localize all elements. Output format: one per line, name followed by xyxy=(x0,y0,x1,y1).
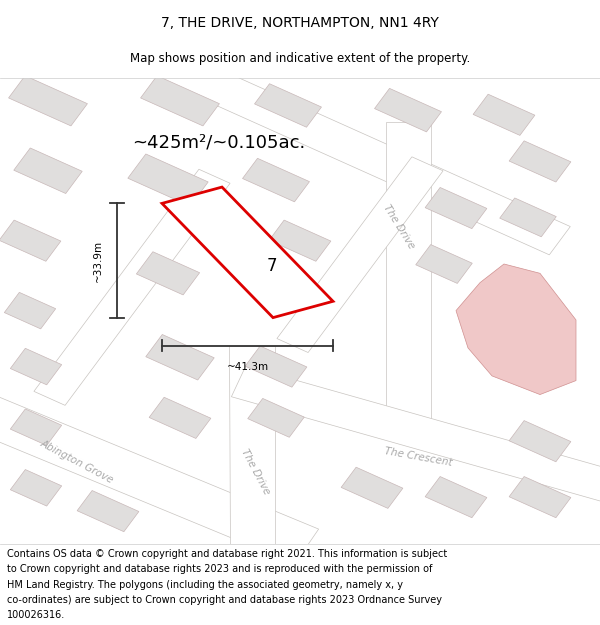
Text: The Drive: The Drive xyxy=(239,447,271,496)
Text: HM Land Registry. The polygons (including the associated geometry, namely x, y: HM Land Registry. The polygons (includin… xyxy=(7,579,403,589)
Polygon shape xyxy=(10,409,62,446)
Polygon shape xyxy=(425,188,487,229)
Polygon shape xyxy=(146,334,214,380)
Polygon shape xyxy=(77,491,139,532)
Polygon shape xyxy=(509,476,571,518)
Text: ~425m²/~0.105ac.: ~425m²/~0.105ac. xyxy=(132,134,305,152)
Polygon shape xyxy=(14,148,82,194)
Polygon shape xyxy=(4,292,56,329)
Polygon shape xyxy=(162,187,333,318)
Polygon shape xyxy=(245,346,307,387)
Polygon shape xyxy=(136,252,200,295)
Polygon shape xyxy=(425,476,487,518)
Text: 7, THE DRIVE, NORTHAMPTON, NN1 4RY: 7, THE DRIVE, NORTHAMPTON, NN1 4RY xyxy=(161,16,439,30)
Polygon shape xyxy=(140,76,220,126)
Polygon shape xyxy=(509,421,571,462)
Polygon shape xyxy=(341,468,403,508)
Polygon shape xyxy=(248,399,304,437)
Polygon shape xyxy=(128,154,208,206)
Polygon shape xyxy=(229,346,275,556)
Text: The Drive: The Drive xyxy=(382,202,416,251)
Text: Contains OS data © Crown copyright and database right 2021. This information is : Contains OS data © Crown copyright and d… xyxy=(7,549,448,559)
Text: Map shows position and indicative extent of the property.: Map shows position and indicative extent… xyxy=(130,52,470,64)
Text: The Crescent: The Crescent xyxy=(384,447,454,468)
Polygon shape xyxy=(34,169,230,406)
Polygon shape xyxy=(500,198,556,237)
Polygon shape xyxy=(386,122,431,425)
Text: Abington Grove: Abington Grove xyxy=(39,439,116,486)
Polygon shape xyxy=(0,365,319,564)
Polygon shape xyxy=(374,88,442,132)
Polygon shape xyxy=(232,366,600,516)
Polygon shape xyxy=(149,398,211,439)
Polygon shape xyxy=(10,469,62,506)
Text: ~41.3m: ~41.3m xyxy=(226,362,269,372)
Polygon shape xyxy=(242,158,310,202)
Polygon shape xyxy=(277,157,443,352)
Polygon shape xyxy=(416,244,472,283)
Polygon shape xyxy=(456,264,576,394)
Polygon shape xyxy=(29,0,571,255)
Text: ~33.9m: ~33.9m xyxy=(93,239,103,282)
Text: to Crown copyright and database rights 2023 and is reproduced with the permissio: to Crown copyright and database rights 2… xyxy=(7,564,433,574)
Polygon shape xyxy=(509,141,571,182)
Text: 100026316.: 100026316. xyxy=(7,609,65,619)
Polygon shape xyxy=(269,220,331,261)
Text: 7: 7 xyxy=(266,258,277,276)
Polygon shape xyxy=(8,76,88,126)
Polygon shape xyxy=(254,84,322,127)
Polygon shape xyxy=(0,220,61,261)
Text: co-ordinates) are subject to Crown copyright and database rights 2023 Ordnance S: co-ordinates) are subject to Crown copyr… xyxy=(7,594,442,604)
Polygon shape xyxy=(10,348,62,385)
Polygon shape xyxy=(473,94,535,136)
